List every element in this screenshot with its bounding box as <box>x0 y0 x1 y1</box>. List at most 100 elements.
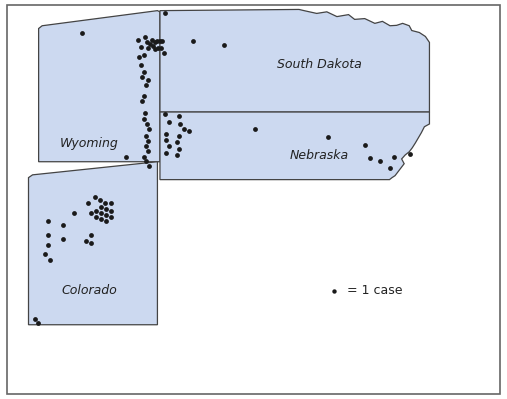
Point <box>91 194 99 200</box>
Point <box>44 232 52 239</box>
Point <box>87 232 95 239</box>
Point <box>101 200 110 207</box>
Point <box>146 41 154 47</box>
Point <box>189 38 197 44</box>
Point <box>176 121 184 127</box>
Point <box>140 116 148 122</box>
Point <box>151 46 159 52</box>
Text: Nebraska: Nebraska <box>289 149 349 162</box>
Point <box>406 151 414 157</box>
Point <box>154 38 162 44</box>
Point <box>161 149 169 156</box>
Point <box>46 257 54 263</box>
Polygon shape <box>160 10 429 112</box>
Point <box>102 218 110 224</box>
Point <box>174 145 183 152</box>
Point <box>174 133 183 139</box>
Point <box>141 34 150 40</box>
Point <box>137 43 145 50</box>
Point <box>69 210 78 216</box>
Point <box>144 77 153 83</box>
Point <box>161 111 169 117</box>
Point <box>331 288 339 294</box>
Point <box>165 142 173 149</box>
Point <box>158 38 166 44</box>
Point <box>140 51 149 58</box>
Point <box>386 165 394 172</box>
Point <box>366 154 374 161</box>
Text: Colorado: Colorado <box>61 284 117 297</box>
Point <box>155 44 163 51</box>
Point <box>143 39 152 45</box>
Point <box>140 153 149 160</box>
Point <box>140 93 149 99</box>
Polygon shape <box>39 11 160 162</box>
Text: Wyoming: Wyoming <box>60 137 119 150</box>
Point <box>41 251 49 257</box>
Point <box>174 113 183 119</box>
Point <box>33 320 42 326</box>
Point <box>31 316 39 322</box>
Point <box>161 137 169 143</box>
Point <box>82 238 90 245</box>
Point <box>134 36 142 43</box>
Point <box>92 214 100 221</box>
Point <box>144 45 152 51</box>
Point <box>59 222 67 229</box>
Point <box>92 208 100 215</box>
Point <box>102 206 110 213</box>
Point <box>145 126 153 132</box>
Point <box>107 200 116 207</box>
Point <box>142 158 151 164</box>
Point <box>107 214 116 221</box>
Point <box>44 242 52 249</box>
Point <box>122 153 130 160</box>
Point <box>97 210 105 217</box>
Point <box>138 74 147 80</box>
Point <box>59 236 67 243</box>
Point <box>135 54 143 60</box>
Point <box>149 37 157 43</box>
Point <box>102 212 110 219</box>
Point <box>157 44 165 51</box>
Point <box>145 163 153 169</box>
Text: South Dakota: South Dakota <box>277 58 361 71</box>
Point <box>87 240 95 247</box>
Point <box>141 110 149 116</box>
Point <box>144 138 153 144</box>
Point <box>179 126 188 132</box>
Point <box>149 43 157 49</box>
Point <box>142 133 151 139</box>
Point <box>250 126 259 132</box>
Point <box>144 148 153 154</box>
Point <box>97 204 105 211</box>
Point <box>142 143 151 149</box>
Point <box>84 200 92 206</box>
Point <box>96 197 104 203</box>
Point <box>161 131 169 137</box>
Point <box>390 153 398 160</box>
Point <box>87 210 95 217</box>
Point <box>97 216 105 223</box>
Point <box>360 141 369 148</box>
Point <box>172 139 180 146</box>
Point <box>107 208 116 215</box>
Point <box>185 128 193 134</box>
Point <box>156 38 164 44</box>
Point <box>324 134 333 140</box>
Point <box>376 157 384 164</box>
Polygon shape <box>160 112 429 180</box>
Point <box>78 30 86 36</box>
Point <box>172 152 180 158</box>
Point <box>138 98 147 104</box>
Point <box>161 10 169 17</box>
Point <box>164 119 172 125</box>
Point <box>140 69 149 75</box>
Point <box>151 39 159 45</box>
Point <box>142 82 151 88</box>
Point <box>220 42 228 48</box>
Point <box>159 50 167 56</box>
Polygon shape <box>28 162 158 325</box>
Point <box>44 218 52 224</box>
Point <box>137 62 146 68</box>
